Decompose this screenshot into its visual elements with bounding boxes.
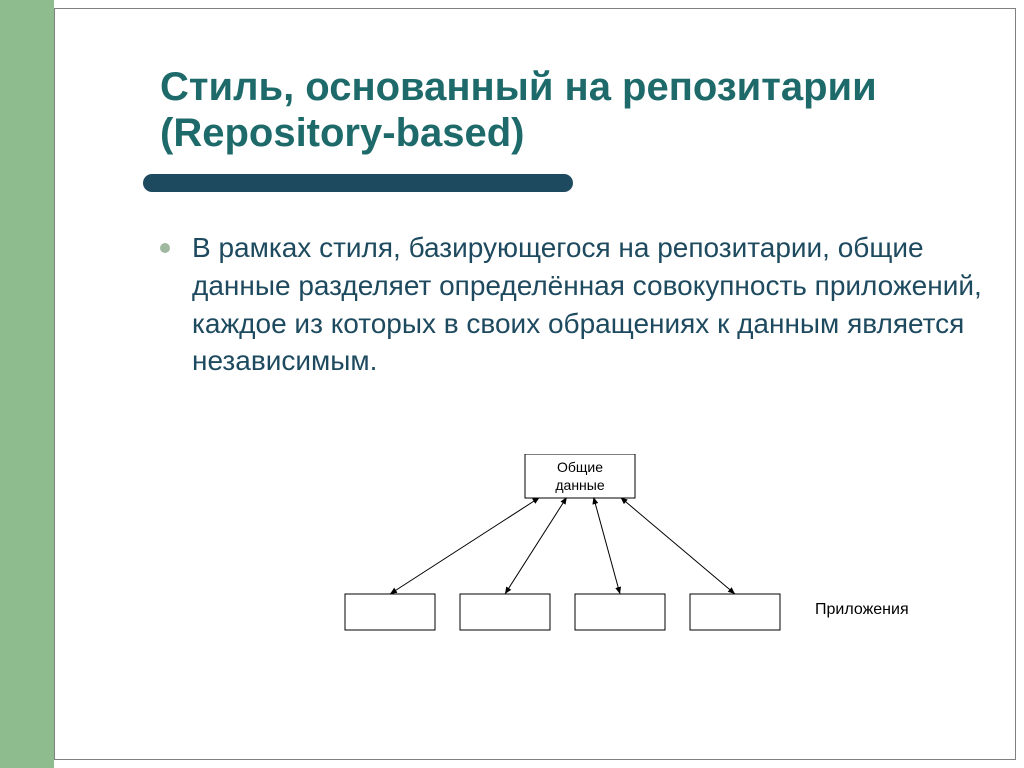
bullet-dot-icon (160, 243, 170, 253)
slide-title: Стиль, основанный на репозитарии (Reposi… (160, 64, 990, 156)
repository-diagram: Общие данные Приложения (285, 454, 935, 664)
diagram-svg: Общие данные Приложения (285, 454, 935, 664)
bullet-item: В рамках стиля, базирующегося на репозит… (160, 229, 990, 380)
sidebar-accent (0, 0, 54, 768)
slide-frame: Стиль, основанный на репозитарии (Reposi… (54, 8, 1016, 760)
svg-text:Общие: Общие (557, 459, 603, 475)
bullet-text: В рамках стиля, базирующегося на репозит… (192, 229, 990, 380)
title-underline (143, 174, 573, 192)
svg-text:данные: данные (555, 477, 604, 493)
svg-text:Приложения: Приложения (815, 601, 909, 618)
bullet-list: В рамках стиля, базирующегося на репозит… (160, 229, 990, 380)
